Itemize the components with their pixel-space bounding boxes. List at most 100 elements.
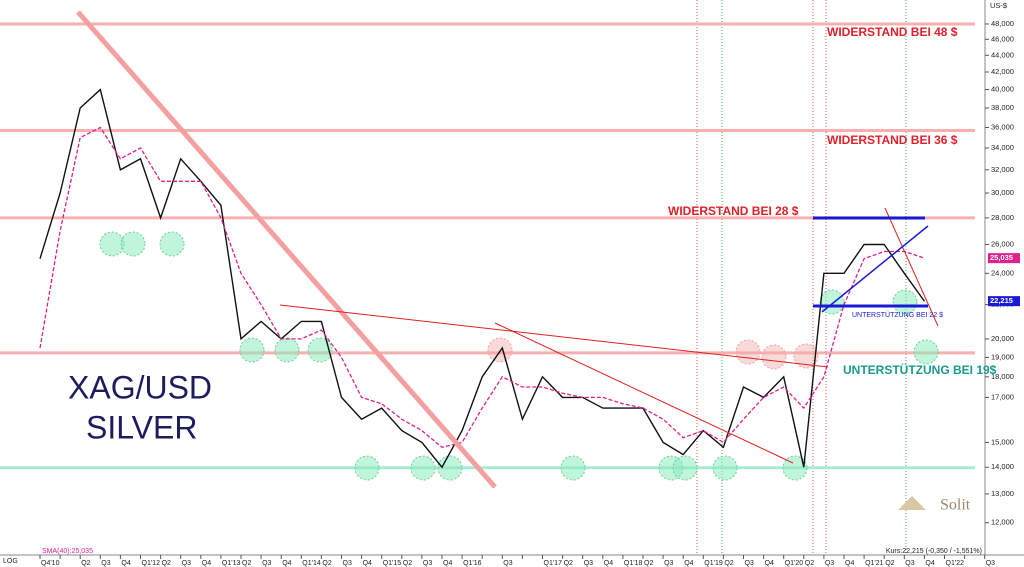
y-tick-label: 34,000: [991, 143, 1014, 152]
trendline: [494, 322, 794, 464]
series-line: [39, 126, 925, 449]
y-tick-label: 32,000: [991, 165, 1014, 174]
price-marker-label: 25,035: [990, 253, 1013, 262]
y-tick-label: 18,000: [991, 372, 1014, 381]
y-tick-label: 40,000: [991, 85, 1014, 94]
x-tick-label: Q3: [503, 560, 512, 567]
x-tick-label: Q2: [564, 560, 573, 567]
x-tick-label: Q3: [745, 560, 754, 567]
x-tick-label: Q1'14: [302, 560, 321, 567]
channel-line: [821, 225, 929, 313]
x-tick-label: Q2: [81, 560, 90, 567]
x-tick-label: Q2: [162, 560, 171, 567]
annotation: UNTERSTÜTZUNG BEI 19$: [843, 362, 997, 377]
x-tick-label: Q1'20: [785, 560, 804, 567]
x-tick-label: Q3: [584, 560, 593, 567]
x-tick-label: Q4: [845, 560, 854, 567]
support-circle: [410, 455, 436, 481]
price-marker-label: 22,215: [990, 296, 1013, 305]
x-tick-label: Q1'16: [463, 560, 482, 567]
y-tick-label: 46,000: [991, 34, 1014, 43]
x-tick-label: Q4: [282, 560, 291, 567]
y-tick-label: 15,000: [991, 437, 1014, 446]
chart-subtitle: SILVER: [86, 409, 197, 445]
trendline: [884, 207, 939, 327]
support-circle: [913, 339, 939, 365]
price-marker: [988, 253, 1020, 264]
x-tick-label: Q3: [262, 560, 271, 567]
support-circle: [274, 337, 300, 363]
chart-title: XAG/USD: [68, 369, 212, 405]
y-tick-label: 12,000: [991, 518, 1014, 527]
support-circle: [560, 455, 586, 481]
annotation: WIDERSTAND BEI 36 $: [827, 133, 958, 147]
x-tick-label: Q3: [986, 560, 995, 567]
x-tick-label: Q2: [805, 560, 814, 567]
x-tick-label: Q4: [604, 560, 613, 567]
resistance-circle: [793, 343, 819, 369]
x-tick-label: Q4: [684, 560, 693, 567]
y-tick-label: 48,000: [991, 19, 1014, 28]
x-tick-label: Q1'15: [383, 560, 402, 567]
x-tick-label: Q4: [363, 560, 372, 567]
x-tick-label: Q1'22: [946, 560, 965, 567]
x-tick-label: Q4: [121, 560, 130, 567]
scale-label: LOG: [3, 558, 18, 565]
annotation: UNTERSTÜTZUNG BEI 22 $: [852, 311, 943, 319]
x-tick-label: Q3: [182, 560, 191, 567]
x-tick-label: Q2: [644, 560, 653, 567]
x-tick-label: Q2: [242, 560, 251, 567]
y-axis-label: US-$: [990, 1, 1008, 10]
support-circle: [120, 231, 146, 257]
y-tick-label: 44,000: [991, 50, 1014, 59]
support-circle: [712, 455, 738, 481]
trendline: [76, 10, 497, 489]
brand-logo: [898, 496, 926, 510]
x-tick-label: Q2: [322, 560, 331, 567]
x-tick-label: Q1'12: [142, 560, 161, 567]
footer: Kurs:22,215 (-0,350 / -1,551%): [886, 548, 982, 555]
support-circle: [159, 231, 185, 257]
y-tick-label: 14,000: [991, 462, 1014, 471]
y-tick-label: 26,000: [991, 240, 1014, 249]
x-tick-label: Q3: [905, 560, 914, 567]
x-tick-label: Q3: [664, 560, 673, 567]
support-circle: [892, 289, 918, 315]
x-tick-label: Q1'17: [544, 560, 563, 567]
y-tick-label: 20,000: [991, 334, 1014, 343]
x-tick-label: Q3: [423, 560, 432, 567]
x-tick-label: Q4: [925, 560, 934, 567]
y-tick-label: 36,000: [991, 122, 1014, 131]
x-tick-label: Q1'19: [704, 560, 723, 567]
x-tick-label: Q1'18: [624, 560, 643, 567]
sma-legend: SMA(40):25,035: [42, 548, 93, 555]
circles: [99, 231, 939, 481]
resistance-circle: [761, 344, 787, 370]
y-tick-label: 13,000: [991, 489, 1014, 498]
support-circle: [672, 455, 698, 481]
x-tick-label: Q2: [724, 560, 733, 567]
annotation: WIDERSTAND BEI 48 $: [827, 25, 958, 39]
x-tick-label: Q1'13: [222, 560, 241, 567]
x-tick-label: Q2: [403, 560, 412, 567]
support-circle: [437, 455, 463, 481]
y-tick-label: 30,000: [991, 188, 1014, 197]
x-tick-label: Q3: [825, 560, 834, 567]
support-circle: [99, 231, 125, 257]
x-tick-label: Q4: [202, 560, 211, 567]
support-circle: [354, 455, 380, 481]
trendlines: [76, 10, 939, 489]
y-tick-label: 24,000: [991, 268, 1014, 277]
series-line: [39, 88, 925, 469]
annotation: WIDERSTAND BEI 28 $: [668, 204, 799, 218]
y-tick-label: 28,000: [991, 213, 1014, 222]
y-tick-label: 42,000: [991, 67, 1014, 76]
x-tick-label: Q3: [101, 560, 110, 567]
x-tick-label: Q4: [443, 560, 452, 567]
resistance-circle: [735, 339, 761, 365]
support-circle: [239, 337, 265, 363]
x-tick-label: Q3: [343, 560, 352, 567]
resistance-circle: [487, 337, 513, 363]
